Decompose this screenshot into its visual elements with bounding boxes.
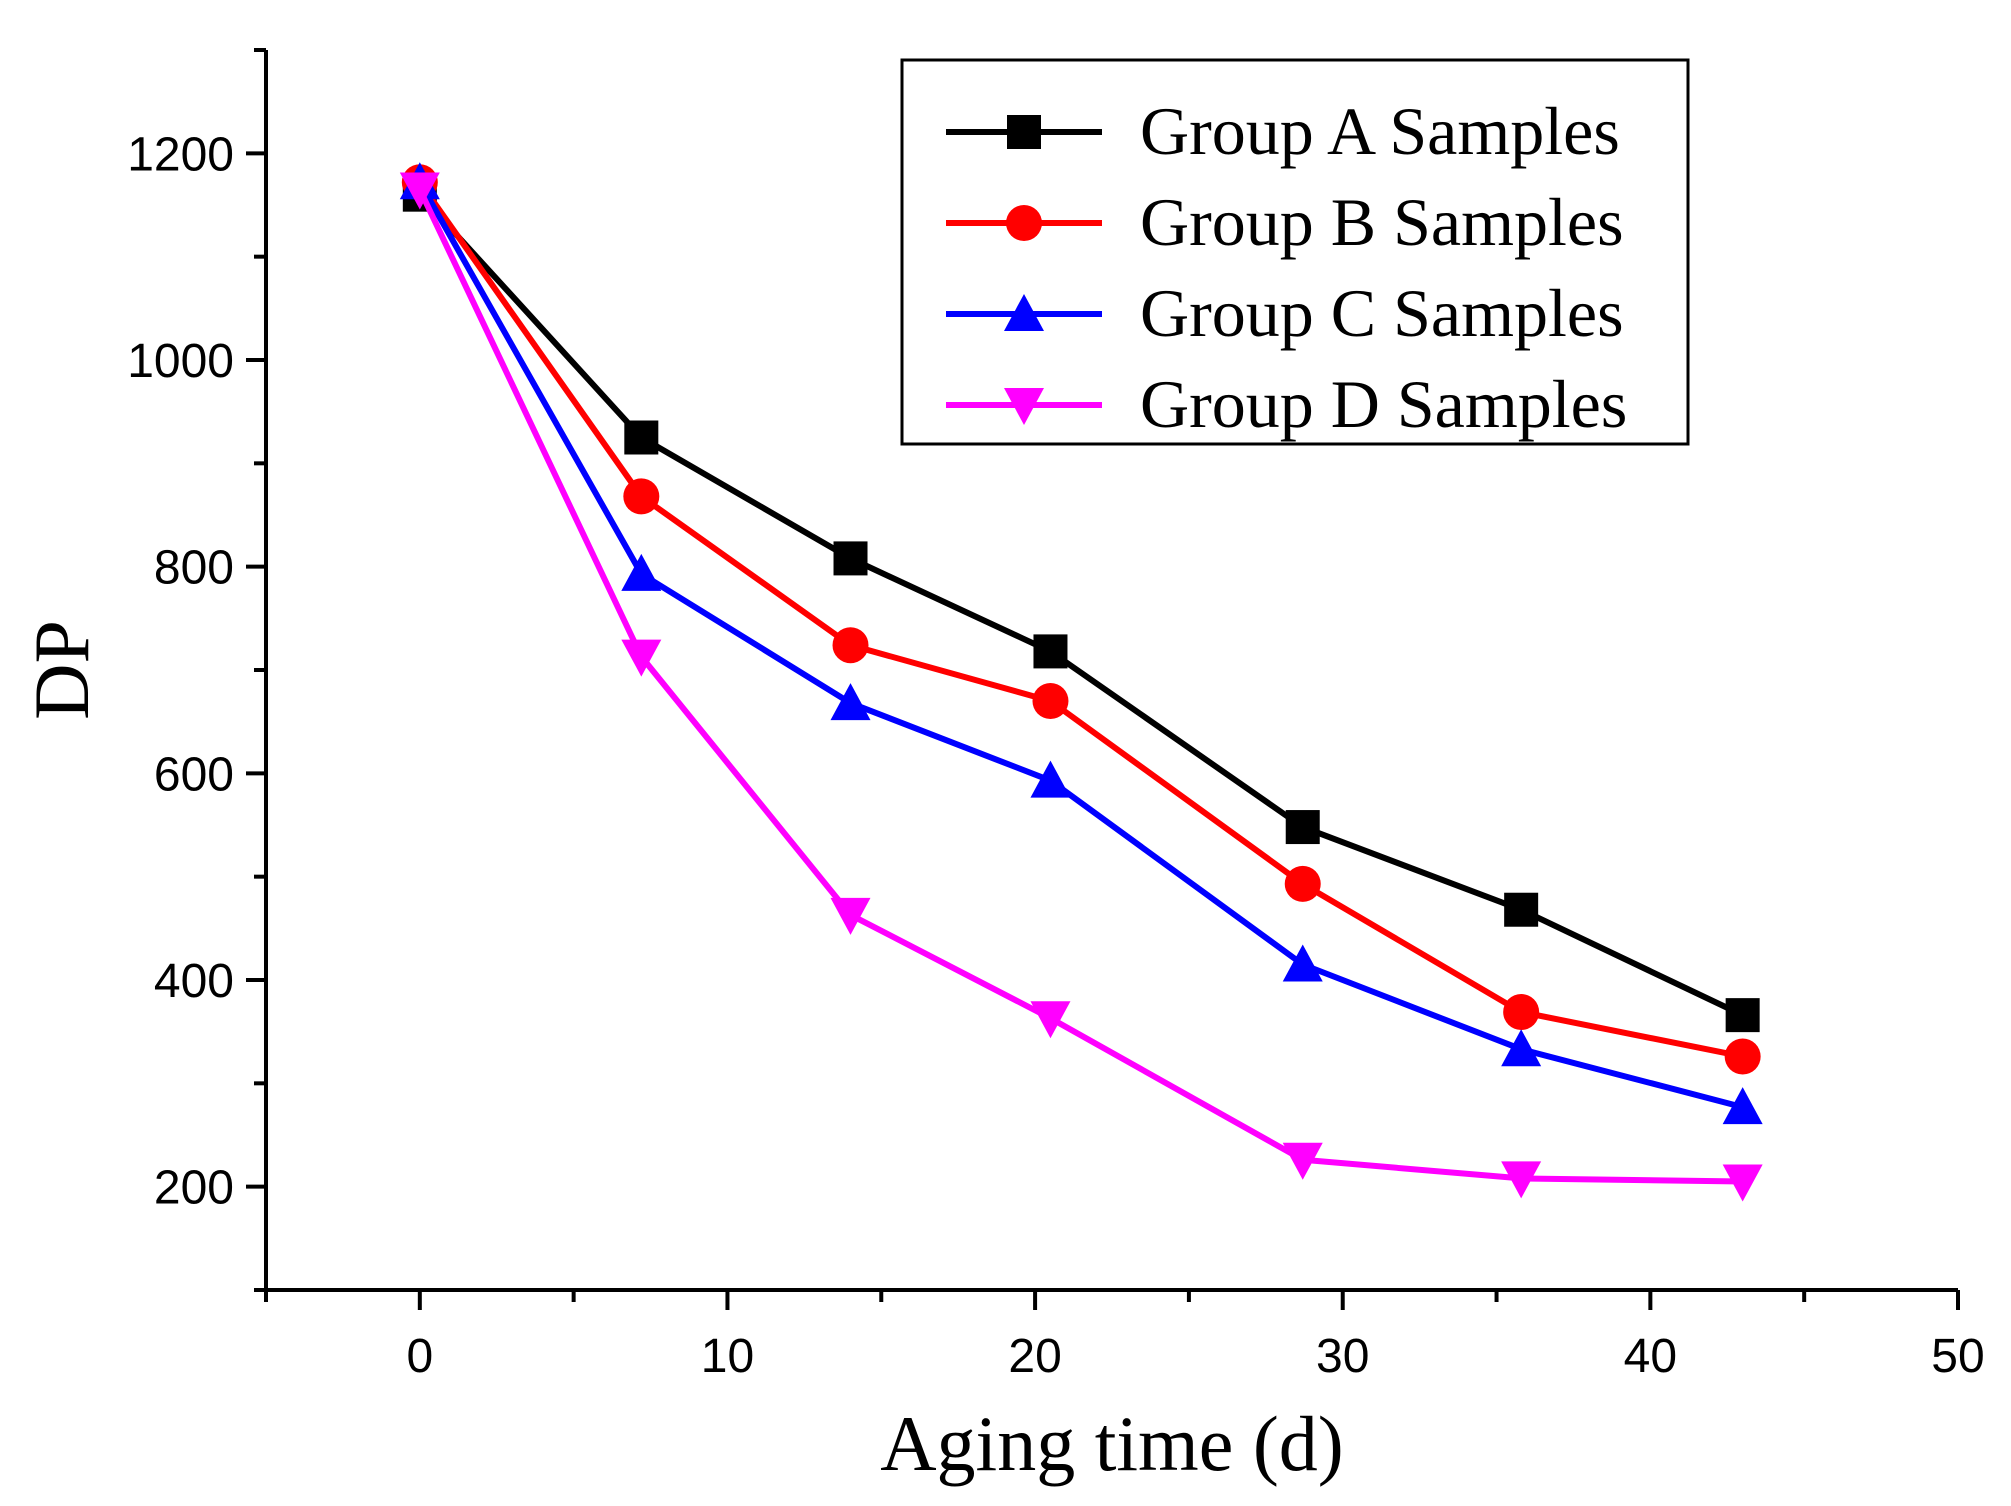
legend-marker — [1004, 388, 1044, 425]
data-point — [1722, 1087, 1763, 1125]
legend-item: Group A Samples — [946, 93, 1620, 169]
y-tick-label: 1000 — [127, 335, 234, 388]
legend: Group A Samples Group B Samples Group C Sa… — [900, 58, 1690, 446]
series-d — [399, 172, 1763, 1202]
legend-label: Group C Samples — [1140, 275, 1624, 351]
data-point — [1503, 994, 1540, 1031]
x-tick-label: 10 — [701, 1330, 754, 1383]
x-axis-title: Aging time (d) — [880, 1400, 1344, 1487]
data-point — [1285, 810, 1320, 845]
data-point — [1282, 1142, 1323, 1180]
data-point — [1501, 1161, 1542, 1199]
y-axis-title: DP — [18, 620, 105, 720]
data-point — [623, 478, 660, 515]
data-point — [1284, 865, 1321, 902]
legend-label: Group D Samples — [1140, 366, 1627, 442]
data-point — [1504, 892, 1539, 927]
data-point — [1501, 1029, 1542, 1067]
data-point — [1724, 1038, 1761, 1075]
data-point — [624, 420, 659, 455]
legend-label: Group A Samples — [1140, 93, 1620, 169]
legend-marker — [1004, 294, 1044, 331]
y-tick-label: 1200 — [127, 128, 234, 181]
data-point — [830, 683, 871, 721]
series-a — [402, 177, 1760, 1033]
data-point — [1033, 634, 1068, 669]
data-point — [1030, 760, 1071, 798]
data-point — [1032, 683, 1069, 719]
x-tick-label: 50 — [1931, 1330, 1984, 1383]
data-point — [621, 639, 662, 677]
legend-item: Group D Samples — [946, 366, 1627, 442]
data-point — [1030, 1001, 1071, 1039]
data-point — [1725, 998, 1760, 1033]
data-point — [830, 897, 871, 935]
x-tick-label: 20 — [1008, 1330, 1061, 1383]
data-point — [399, 172, 440, 210]
data-point — [832, 627, 869, 664]
y-tick-label: 200 — [154, 1162, 234, 1215]
x-tick-label: 30 — [1316, 1330, 1369, 1383]
data-point — [621, 553, 662, 591]
y-tick-label: 600 — [154, 748, 234, 801]
axes: 0 10 20 30 40 50 200 400 600 800 1000 1200 — [127, 48, 1985, 1383]
y-tick-label: 800 — [154, 542, 234, 595]
legend-marker — [1007, 115, 1041, 149]
data-point — [1282, 944, 1323, 982]
legend-item: Group C Samples — [946, 275, 1624, 351]
x-tick-label: 0 — [406, 1330, 433, 1383]
legend-item: Group B Samples — [946, 184, 1624, 260]
data-point — [1722, 1164, 1763, 1202]
data-point — [833, 541, 868, 576]
x-tick-label: 40 — [1624, 1330, 1677, 1383]
legend-label: Group B Samples — [1140, 184, 1624, 260]
legend-marker — [1006, 205, 1042, 241]
series-layer — [399, 162, 1763, 1202]
y-tick-label: 400 — [154, 955, 234, 1008]
